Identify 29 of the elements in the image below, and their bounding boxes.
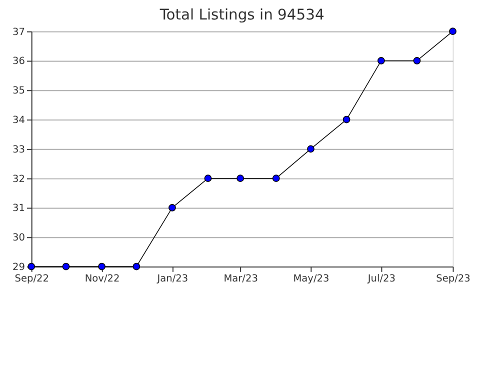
x-tick-label: Jul/23 <box>366 274 396 285</box>
point <box>307 145 314 153</box>
y-tick-label: 37 <box>12 26 25 38</box>
y-tick-label: 36 <box>12 56 25 68</box>
point <box>98 262 106 270</box>
point <box>236 174 244 182</box>
point <box>449 28 456 36</box>
y-tick-label: 29 <box>12 262 25 273</box>
point <box>342 116 350 124</box>
y-tick-label: 34 <box>12 114 25 126</box>
point <box>62 262 70 270</box>
y-tick-label: 35 <box>12 86 25 97</box>
point <box>378 57 385 64</box>
x-tick-label: Sep/22 <box>14 274 49 285</box>
x-tick-label: Jan/23 <box>156 274 188 285</box>
x-tick-label: Sep/23 <box>436 274 470 285</box>
point <box>132 262 140 270</box>
point <box>168 204 176 212</box>
y-tick-label: 32 <box>12 174 25 185</box>
chart-title: Total Listings in 94534 <box>158 6 324 24</box>
x-tick-label: May/23 <box>293 274 330 285</box>
x-tick-label: Mar/23 <box>224 274 258 285</box>
y-tick-label: 33 <box>12 144 25 156</box>
x-tick-label: Nov/22 <box>84 274 120 285</box>
point <box>272 174 280 182</box>
y-tick-label: 31 <box>12 203 25 214</box>
y-tick-label: 30 <box>12 232 25 244</box>
point <box>413 57 421 64</box>
point <box>204 174 212 182</box>
